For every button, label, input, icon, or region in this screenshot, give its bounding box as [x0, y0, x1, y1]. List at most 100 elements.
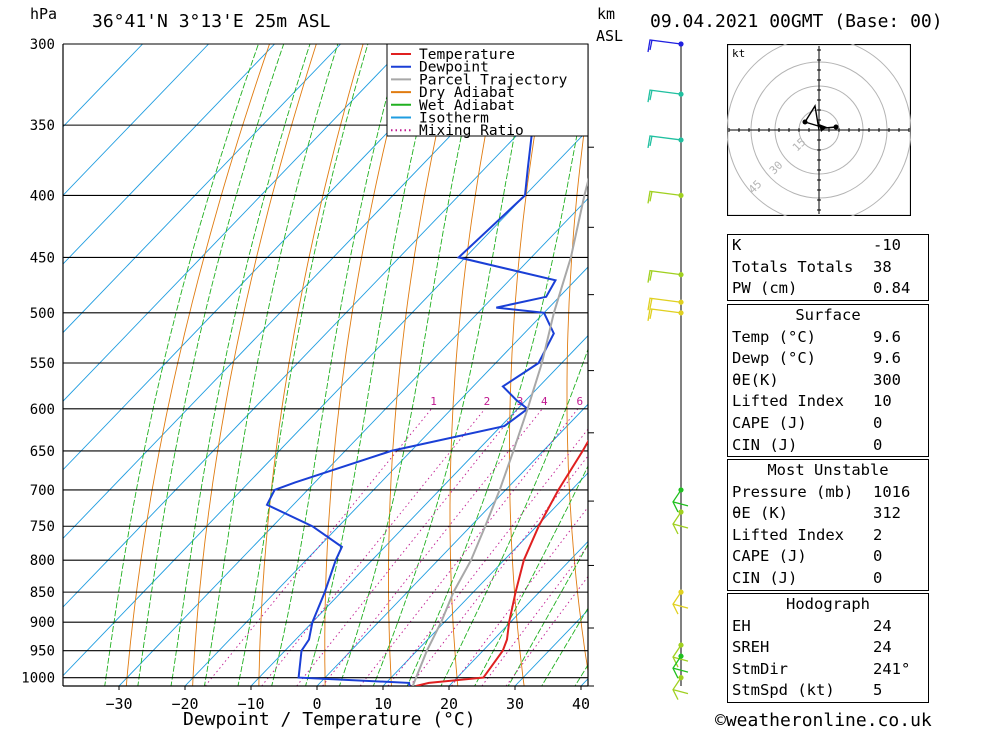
isotherm-line	[382, 472, 588, 686]
wind-barb-flag	[672, 656, 689, 662]
storm-motion-marker	[819, 124, 827, 132]
hodograph-point	[833, 124, 839, 130]
wind-barb	[672, 511, 682, 535]
k-index-value: -10	[873, 236, 901, 254]
series-temperature	[415, 439, 588, 686]
eh-value: 24	[873, 616, 892, 635]
mu-cin-label: CIN (J)	[732, 568, 798, 587]
wind-barb	[647, 135, 682, 149]
isotherm-line	[63, 60, 588, 608]
wind-barb	[672, 591, 682, 615]
surface-cape-value: 0	[873, 413, 883, 432]
isotherm-line	[63, 44, 473, 471]
surface-cin-value: 0	[873, 435, 883, 454]
legend-label: Parcel Trajectory	[419, 72, 568, 88]
mixing-ratio-label: 6	[577, 395, 584, 408]
location-title: 36°41'N 3°13'E 25m ASL	[92, 11, 331, 32]
surface-li-label: Lifted Index	[732, 392, 844, 411]
wind-barb-flag	[672, 689, 689, 695]
mixing-ratio-label: 3	[517, 395, 524, 408]
wet-adiabat-line	[170, 44, 311, 686]
copyright-link[interactable]: ©weatheronline.co.uk	[715, 710, 932, 731]
wind-barb-flag	[672, 603, 689, 609]
mu-theta-value: 312	[873, 504, 901, 523]
legend-box	[386, 43, 589, 137]
wind-barb-flag	[649, 270, 653, 281]
sreh-value: 24	[873, 638, 892, 657]
pw-value: 0.84	[873, 279, 911, 298]
mixing-ratio-label: 2	[484, 395, 491, 408]
isotherm-line	[63, 44, 341, 334]
stmspd-value: 5	[873, 681, 883, 700]
x-tick-label: −20	[171, 695, 198, 713]
wind-barb-flag	[649, 191, 653, 202]
hodograph-title: Hodograph	[786, 595, 870, 613]
wind-barb	[647, 269, 682, 283]
wet-adiabat-line	[137, 44, 285, 686]
wind-barb	[647, 190, 682, 204]
surface-cape-label: CAPE (J)	[732, 413, 807, 432]
x-tick-label: 30	[506, 695, 524, 713]
wind-barb-flag	[649, 90, 653, 101]
surface-li-value: 10	[873, 392, 892, 411]
stmdir-label: StmDir	[732, 659, 788, 678]
isotherm-line	[63, 44, 143, 128]
mixing-ratio-line	[296, 408, 519, 686]
wind-barb-flag	[649, 39, 653, 51]
wind-barb	[672, 677, 682, 700]
mu-pressure-label: Pressure (mb)	[732, 482, 854, 501]
pressure-tick-label: 500	[30, 306, 55, 322]
pressure-tick-label: 650	[30, 444, 55, 460]
pw-label: PW (cm)	[732, 279, 798, 298]
wet-adiabat-line	[440, 347, 588, 686]
surface-temp-value: 9.6	[873, 327, 901, 346]
x-axis-title: Dewpoint / Temperature (°C)	[183, 709, 476, 730]
pressure-tick-label: 950	[30, 644, 55, 660]
dry-adiabat-line	[192, 44, 317, 686]
dry-adiabat-line	[388, 44, 458, 686]
wet-adiabat-line	[507, 543, 588, 686]
surface-dewp-label: Dewp (°C)	[732, 349, 816, 368]
most-unstable-panel: Most Unstable Pressure (mb) 1016 θE (K) 31…	[727, 459, 929, 591]
wet-adiabat-line	[237, 44, 369, 686]
legend-label: Dewpoint	[419, 60, 489, 76]
legend-label: Temperature	[419, 47, 515, 63]
hodograph-unit-label: kt	[732, 47, 745, 60]
x-tick-label: 20	[440, 695, 458, 713]
legend-label: Dry Adiabat	[419, 85, 515, 101]
wind-barb	[647, 297, 682, 311]
wind-barb-flag	[672, 523, 689, 529]
k-index-label: K	[732, 236, 742, 254]
asl-axis-label: ASL	[596, 27, 624, 45]
stmdir-value: 241°	[873, 659, 911, 678]
x-tick-label: 0	[312, 695, 321, 713]
wind-barb-flag	[672, 667, 689, 673]
pressure-tick-label: 350	[30, 118, 55, 134]
mixing-ratio-line	[322, 408, 543, 686]
dry-adiabat-line	[449, 44, 504, 686]
wet-adiabat-line	[104, 44, 259, 686]
pressure-tick-label: 400	[30, 188, 55, 204]
wet-adiabat-line	[271, 44, 402, 686]
dry-adiabat-line	[125, 44, 270, 686]
sounding-series	[265, 44, 588, 686]
x-tick-label: −30	[105, 695, 132, 713]
surface-dewp-value: 9.6	[873, 349, 901, 368]
dry-adiabat-line	[324, 44, 411, 686]
x-tick-label: −10	[237, 695, 264, 713]
skewt-chart: 1234681015202530035040045050055060065070…	[21, 37, 594, 713]
wind-barb	[672, 489, 682, 513]
wind-barb-flag	[649, 135, 653, 147]
sreh-label: SREH	[732, 638, 770, 657]
hpa-axis-label: hPa	[30, 5, 58, 23]
pressure-tick-label: 750	[30, 519, 55, 535]
isotherm-line	[250, 335, 588, 686]
pressure-tick-label: 700	[30, 483, 55, 499]
most-unstable-title: Most Unstable	[767, 461, 889, 479]
series-dewpoint	[265, 44, 579, 686]
isotherm-line	[514, 609, 588, 686]
totals-totals-value: 38	[873, 257, 892, 276]
wind-barb-column	[647, 39, 689, 700]
legend-label: Wet Adiabat	[419, 98, 515, 114]
